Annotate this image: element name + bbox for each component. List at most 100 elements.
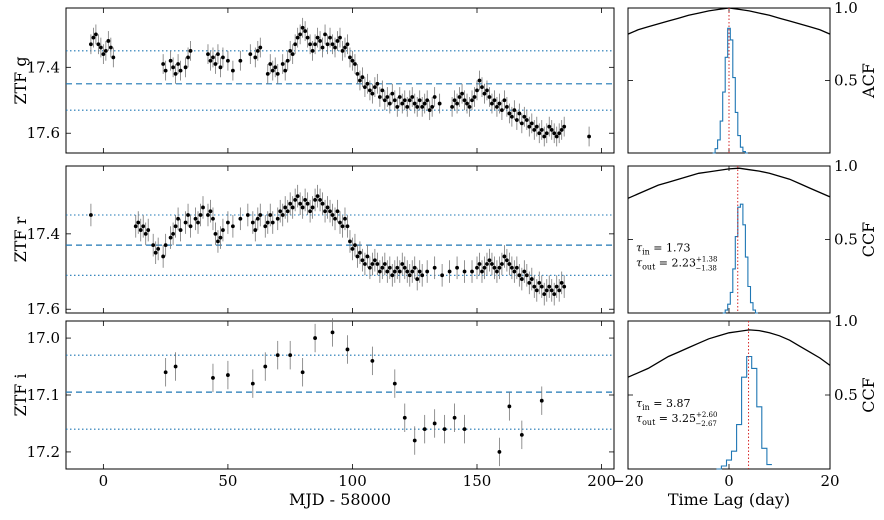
data-point: [507, 262, 512, 266]
data-point: [462, 427, 467, 432]
data-point: [529, 277, 534, 281]
ccf-i-panel: −20 0 20 0.5 1.0 CCF Time Lag (day) τin = 3.87τ…: [612, 312, 878, 509]
lag-annotation: τin = 3.87: [636, 397, 691, 412]
x-tick-label: 20: [820, 472, 839, 490]
data-point: [417, 98, 422, 103]
data-point: [305, 35, 310, 40]
data-point: [375, 81, 380, 86]
data-point: [186, 213, 190, 217]
data-point: [295, 35, 300, 40]
lightcurve-r-panel: 17.4 17.6 ZTF r: [11, 165, 615, 318]
data-point: [392, 381, 397, 386]
data-point: [173, 224, 178, 229]
data-point: [255, 216, 260, 221]
data-point: [397, 95, 402, 99]
data-point: [532, 284, 537, 289]
data-point: [405, 269, 410, 274]
data-point: [475, 88, 479, 93]
data-point: [101, 52, 106, 57]
data-point: [492, 265, 497, 270]
data-point: [300, 205, 305, 210]
data-point: [218, 65, 223, 70]
data-point: [402, 415, 407, 420]
data-point: [375, 262, 380, 266]
data-point: [183, 220, 188, 225]
data-point: [385, 269, 390, 274]
data-point: [288, 48, 293, 53]
data-point: [283, 68, 288, 73]
data-point: [397, 269, 402, 274]
data-point: [514, 118, 519, 122]
data-point: [519, 432, 524, 437]
x-tick-label: 150: [463, 472, 492, 490]
data-point: [285, 209, 290, 214]
data-point: [355, 72, 360, 76]
data-point: [330, 330, 335, 335]
data-point: [305, 201, 310, 206]
data-point: [519, 121, 524, 126]
data-point: [500, 108, 504, 113]
data-point: [290, 52, 295, 57]
data-point: [93, 32, 98, 37]
data-point: [392, 98, 397, 103]
data-point: [522, 269, 527, 274]
data-point: [407, 273, 412, 278]
data-point: [482, 91, 487, 96]
data-point: [196, 220, 200, 225]
data-point: [512, 269, 517, 274]
data-point: [415, 277, 420, 281]
data-point: [539, 128, 544, 132]
y-tick-label: 0.5: [834, 72, 858, 90]
data-point: [390, 273, 395, 278]
data-point: [270, 68, 275, 73]
data-point: [539, 398, 544, 403]
data-point: [255, 48, 260, 53]
data-point: [345, 224, 350, 229]
data-point: [226, 58, 230, 63]
y-tick-label: 17.6: [27, 124, 60, 142]
data-point: [226, 373, 230, 377]
y-axis-label: CCF: [859, 222, 878, 258]
data-point: [216, 52, 220, 57]
data-point: [509, 265, 514, 270]
data-point: [238, 58, 243, 63]
data-point: [293, 198, 298, 202]
data-point: [213, 62, 218, 66]
data-point: [462, 269, 467, 274]
data-point: [544, 288, 549, 293]
data-point: [407, 98, 412, 103]
data-point: [559, 280, 564, 285]
data-point: [208, 209, 213, 214]
data-point: [178, 228, 183, 232]
data-point: [156, 247, 161, 251]
data-point: [497, 450, 502, 454]
data-point: [385, 95, 390, 99]
data-point: [206, 213, 210, 217]
axes-frame: [65, 7, 615, 154]
data-point: [89, 213, 93, 217]
data-point: [502, 254, 507, 259]
data-point: [370, 358, 375, 363]
data-point: [293, 42, 298, 47]
data-point: [355, 254, 360, 259]
data-point: [288, 201, 293, 206]
data-point: [161, 254, 166, 259]
y-axis-label: ZTF g: [11, 56, 30, 104]
data-point: [410, 269, 415, 274]
x-tick-label: −20: [612, 472, 644, 490]
data-point: [492, 98, 497, 103]
data-point: [353, 62, 357, 66]
acf-panel: 0.5 1.0 ACF: [627, 0, 878, 154]
data-point: [363, 262, 367, 266]
data-point: [395, 104, 400, 109]
data-point: [442, 427, 447, 432]
data-point: [440, 273, 445, 278]
data-point: [211, 55, 215, 60]
lag-histogram: [716, 355, 772, 470]
data-point: [504, 104, 509, 109]
data-point: [380, 265, 385, 270]
data-point: [420, 273, 425, 278]
data-point: [500, 262, 504, 266]
data-point: [176, 62, 180, 66]
y-axis-label: ZTF r: [11, 216, 30, 262]
